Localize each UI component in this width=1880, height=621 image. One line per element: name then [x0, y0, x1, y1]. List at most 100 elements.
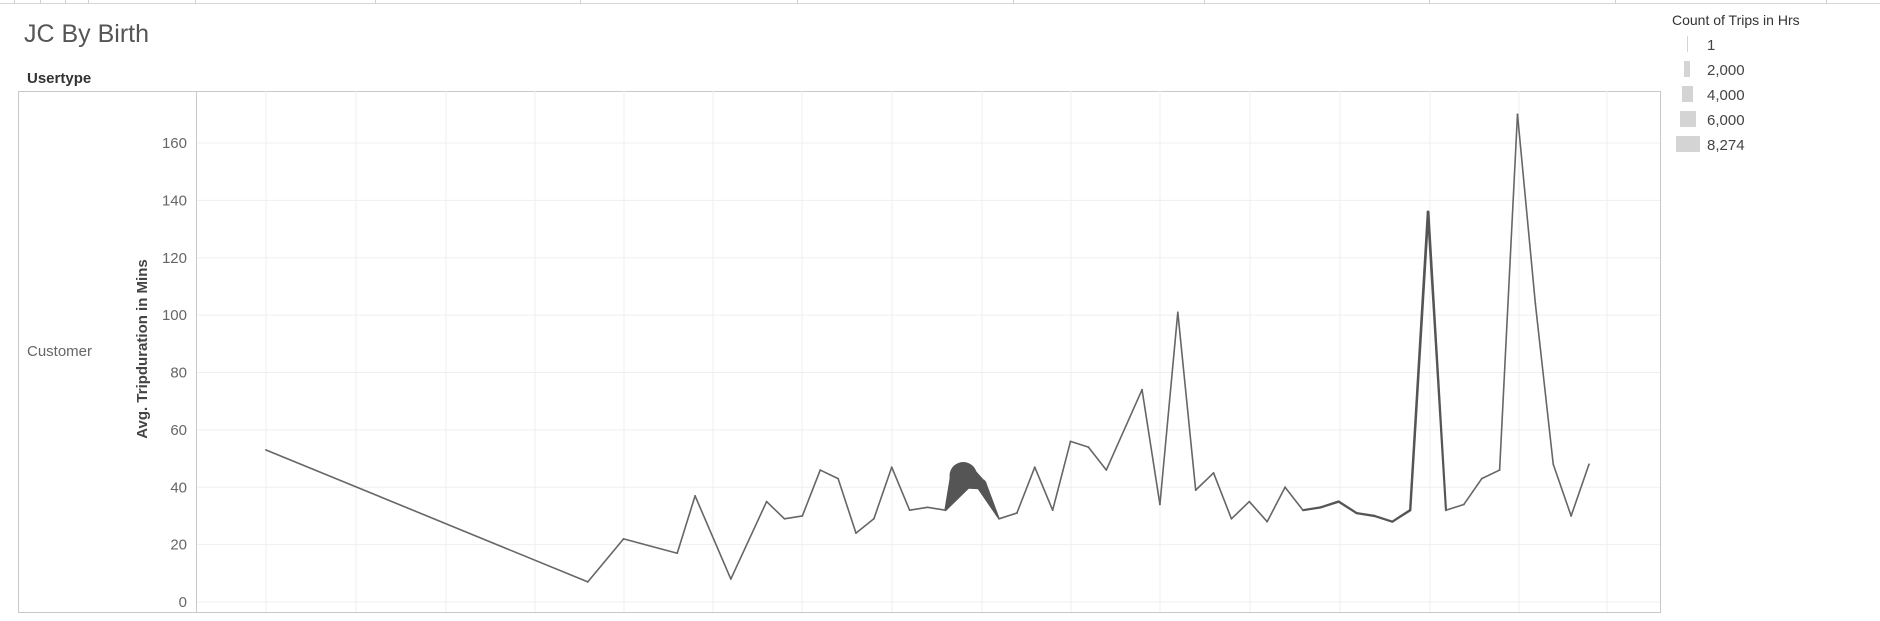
- data-point[interactable]: [1498, 469, 1501, 471]
- tab-strip-baseline: [0, 3, 1880, 4]
- data-point[interactable]: [1516, 113, 1519, 116]
- data-point[interactable]: [1373, 514, 1376, 518]
- data-point[interactable]: [975, 478, 987, 490]
- data-point[interactable]: [1230, 517, 1233, 520]
- legend-item-2000[interactable]: 2,000: [1660, 59, 1870, 84]
- data-point[interactable]: [1570, 515, 1572, 517]
- tab-divider: [580, 0, 581, 4]
- data-point[interactable]: [819, 469, 822, 471]
- data-point[interactable]: [676, 552, 679, 555]
- line-segment: [765, 500, 786, 520]
- data-point[interactable]: [1301, 509, 1305, 512]
- legend-swatch: [1680, 111, 1696, 127]
- data-point[interactable]: [1534, 302, 1537, 305]
- data-point[interactable]: [1355, 511, 1358, 515]
- data-point[interactable]: [1391, 520, 1394, 523]
- data-point[interactable]: [1212, 472, 1215, 474]
- line-segment: [801, 469, 822, 517]
- data-point[interactable]: [998, 518, 1000, 520]
- line-segment: [1176, 311, 1197, 491]
- data-point[interactable]: [1284, 486, 1287, 489]
- data-point[interactable]: [1319, 506, 1322, 509]
- line-segment: [908, 506, 929, 512]
- line-segment: [1516, 113, 1537, 305]
- data-point[interactable]: [765, 500, 768, 503]
- line-segment: [1570, 463, 1590, 517]
- line-segment: [622, 538, 679, 555]
- line-segment: [1087, 446, 1108, 471]
- data-point[interactable]: [1462, 503, 1465, 506]
- data-point[interactable]: [908, 509, 911, 512]
- data-point[interactable]: [890, 466, 893, 468]
- data-point[interactable]: [1105, 469, 1108, 471]
- tab-divider: [195, 0, 196, 4]
- y-tick-label: 0: [179, 594, 187, 611]
- data-point[interactable]: [1337, 500, 1340, 503]
- data-point[interactable]: [837, 477, 839, 480]
- legend-label: 6,000: [1707, 112, 1745, 129]
- line-segment: [1248, 500, 1268, 523]
- line-segment: [873, 466, 893, 520]
- data-point[interactable]: [1069, 440, 1072, 443]
- data-point[interactable]: [1087, 446, 1090, 448]
- legend-item-8274[interactable]: 8,274: [1660, 134, 1870, 159]
- data-point[interactable]: [1480, 477, 1483, 480]
- line-segment: [1266, 486, 1286, 523]
- line-segment: [1016, 466, 1036, 514]
- line-segment: [1338, 500, 1358, 515]
- legend-item-1[interactable]: 1: [1660, 34, 1870, 59]
- row-label-customer[interactable]: Customer: [27, 343, 93, 360]
- tab-divider: [40, 0, 41, 4]
- data-point[interactable]: [1141, 388, 1143, 391]
- data-point[interactable]: [1248, 500, 1251, 503]
- pane-frame: [18, 91, 1661, 613]
- data-point[interactable]: [949, 462, 978, 490]
- data-point[interactable]: [1408, 508, 1412, 512]
- data-point[interactable]: [1444, 509, 1448, 512]
- data-point[interactable]: [1051, 509, 1054, 512]
- data-point[interactable]: [926, 506, 929, 509]
- y-tick-label: 20: [170, 537, 187, 554]
- line-segment: [730, 500, 768, 580]
- data-point[interactable]: [622, 538, 625, 540]
- data-point[interactable]: [1588, 463, 1590, 466]
- data-point[interactable]: [1016, 512, 1018, 514]
- data-point[interactable]: [1266, 520, 1269, 523]
- legend-title: Count of Trips in Hrs: [1672, 12, 1800, 28]
- legend-item-4000[interactable]: 4,000: [1660, 84, 1870, 109]
- line-segment: [1302, 506, 1322, 512]
- data-point[interactable]: [694, 495, 696, 497]
- tab-divider: [14, 0, 15, 4]
- data-point[interactable]: [1033, 466, 1036, 468]
- data-point[interactable]: [855, 532, 857, 534]
- data-point[interactable]: [265, 449, 267, 451]
- tab-divider: [88, 0, 89, 4]
- tab-divider: [375, 0, 376, 4]
- tab-divider: [1615, 0, 1616, 4]
- legend-item-6000[interactable]: 6,000: [1660, 109, 1870, 134]
- data-point[interactable]: [587, 581, 589, 583]
- line-segment: [1320, 500, 1340, 509]
- line-segment: [1498, 113, 1519, 471]
- data-point[interactable]: [783, 518, 786, 520]
- line-segment: [587, 538, 625, 583]
- data-point[interactable]: [801, 515, 804, 517]
- data-point[interactable]: [873, 518, 875, 520]
- legend-swatch: [1684, 61, 1690, 77]
- data-point[interactable]: [1176, 311, 1179, 314]
- tab-divider: [1429, 0, 1430, 4]
- tab-divider: [1826, 0, 1827, 4]
- line-segment: [1356, 511, 1375, 518]
- line-segment: [1284, 486, 1304, 512]
- data-point[interactable]: [1426, 210, 1430, 214]
- legend-label: 4,000: [1707, 87, 1745, 104]
- y-tick-label: 40: [170, 479, 187, 496]
- line-segment: [1480, 469, 1501, 480]
- data-point[interactable]: [1552, 463, 1555, 466]
- data-point[interactable]: [1194, 489, 1197, 491]
- data-point[interactable]: [730, 578, 732, 580]
- y-tick-label: 60: [170, 422, 187, 439]
- data-point[interactable]: [1159, 503, 1161, 506]
- data-point[interactable]: [944, 509, 947, 512]
- tab-divider: [1013, 0, 1014, 4]
